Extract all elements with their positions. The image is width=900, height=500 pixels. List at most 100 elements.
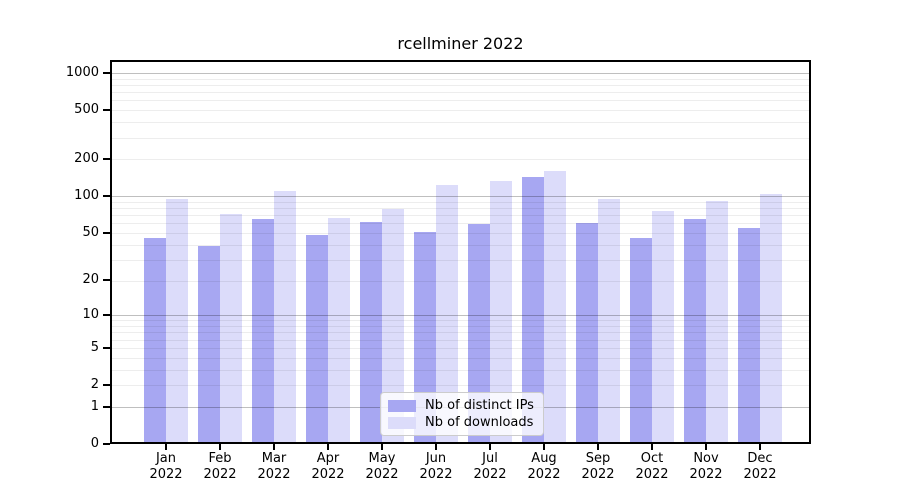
bar-downloads-jan: [166, 198, 188, 444]
minor-gridline: [110, 122, 811, 124]
bar-ips-may: [360, 222, 382, 444]
y-tick-label: 20: [82, 272, 99, 288]
legend-swatch-distinct-ips-icon: [388, 399, 416, 412]
y-tick-mark: [103, 443, 110, 445]
major-gridline: [110, 315, 811, 317]
bar-downloads-apr: [328, 218, 350, 444]
bar-ips-jan: [144, 238, 166, 444]
minor-gridline: [110, 280, 811, 282]
y-tick-mark: [103, 279, 110, 282]
major-gridline: [110, 196, 811, 198]
y-tick-label: 500: [74, 102, 99, 118]
minor-gridline: [110, 159, 811, 161]
minor-gridline: [110, 201, 811, 203]
y-tick-label: 1000: [65, 64, 99, 80]
y-tick-mark: [103, 195, 110, 198]
x-tick-mark: [435, 444, 437, 450]
y-tick-label: 5: [90, 339, 99, 355]
bar-ips-feb: [198, 245, 220, 444]
bar-ips-apr: [306, 234, 328, 444]
minor-gridline: [110, 320, 811, 322]
y-tick-label: 50: [82, 224, 99, 240]
x-tick-mark: [489, 444, 491, 450]
y-tick-mark: [103, 158, 110, 161]
legend-swatch-downloads-icon: [388, 416, 416, 429]
x-tick-label-feb: Feb 2022: [203, 451, 237, 482]
x-tick-mark: [705, 444, 707, 450]
bar-ips-mar: [252, 218, 274, 444]
minor-gridline: [110, 78, 811, 80]
y-tick-label: 200: [74, 151, 99, 167]
x-tick-label-jul: Jul 2022: [473, 451, 507, 482]
bar-downloads-jun: [436, 185, 458, 444]
minor-gridline: [110, 357, 811, 359]
x-tick-mark: [327, 444, 329, 450]
bar-downloads-mar: [274, 191, 296, 444]
y-tick-label: 2: [90, 376, 99, 392]
y-tick-label: 1: [90, 398, 99, 414]
bar-downloads-feb: [220, 214, 242, 444]
x-tick-label-jan: Jan 2022: [149, 451, 183, 482]
bar-downloads-may: [382, 209, 404, 444]
legend: Nb of distinct IPs Nb of downloads: [380, 392, 544, 436]
legend-label-distinct-ips: Nb of distinct IPs: [425, 397, 534, 413]
x-tick-label-may: May 2022: [365, 451, 399, 482]
y-tick-mark: [103, 71, 110, 74]
minor-gridline: [110, 208, 811, 209]
legend-item-downloads: Nb of downloads: [388, 415, 535, 431]
minor-gridline: [110, 232, 811, 234]
y-tick-mark: [103, 346, 110, 349]
y-tick-mark: [103, 314, 110, 317]
bar-downloads-dec: [760, 194, 782, 444]
x-tick-label-jun: Jun 2022: [419, 451, 453, 482]
bar-ips-aug: [522, 177, 544, 444]
minor-gridline: [110, 137, 811, 139]
x-tick-mark: [597, 444, 599, 450]
y-tick-mark: [103, 109, 110, 112]
bar-ips-jul: [468, 224, 490, 444]
x-tick-mark: [165, 444, 167, 450]
x-tick-mark: [759, 444, 761, 450]
x-tick-label-nov: Nov 2022: [689, 451, 723, 482]
minor-gridline: [110, 110, 811, 112]
minor-gridline: [110, 92, 811, 94]
legend-label-downloads: Nb of downloads: [425, 414, 534, 430]
minor-gridline: [110, 259, 811, 261]
bar-ips-sep: [576, 223, 598, 444]
major-gridline: [110, 73, 811, 74]
x-tick-label-aug: Aug 2022: [527, 451, 561, 482]
minor-gridline: [110, 339, 811, 341]
minor-gridline: [110, 84, 811, 86]
y-tick-label: 0: [90, 436, 99, 451]
x-tick-label-sep: Sep 2022: [581, 451, 615, 482]
x-tick-mark: [651, 444, 653, 450]
chart-title: rcellminer 2022: [397, 34, 524, 53]
bar-downloads-oct: [652, 211, 674, 444]
y-tick-mark: [103, 231, 110, 234]
x-tick-mark: [273, 444, 275, 450]
x-tick-mark: [381, 444, 383, 450]
minor-gridline: [110, 244, 811, 246]
minor-gridline: [110, 369, 811, 371]
minor-gridline: [110, 326, 811, 327]
x-tick-mark: [219, 444, 221, 450]
minor-gridline: [110, 215, 811, 217]
x-tick-label-apr: Apr 2022: [311, 451, 345, 482]
minor-gridline: [110, 100, 811, 102]
minor-gridline: [110, 332, 811, 334]
bar-downloads-sep: [598, 198, 620, 444]
bar-ips-jun: [414, 231, 436, 444]
bar-ips-dec: [738, 227, 760, 444]
y-tick-label: 10: [82, 307, 99, 323]
minor-gridline: [110, 223, 811, 225]
x-tick-label-oct: Oct 2022: [635, 451, 669, 482]
minor-gridline: [110, 385, 811, 386]
minor-gridline: [110, 347, 811, 349]
y-tick-label: 100: [74, 188, 99, 204]
bar-downloads-jul: [490, 181, 512, 444]
legend-item-distinct-ips: Nb of distinct IPs: [388, 398, 535, 414]
x-tick-mark: [543, 444, 545, 450]
bar-downloads-nov: [706, 201, 728, 444]
x-tick-label-mar: Mar 2022: [257, 451, 291, 482]
